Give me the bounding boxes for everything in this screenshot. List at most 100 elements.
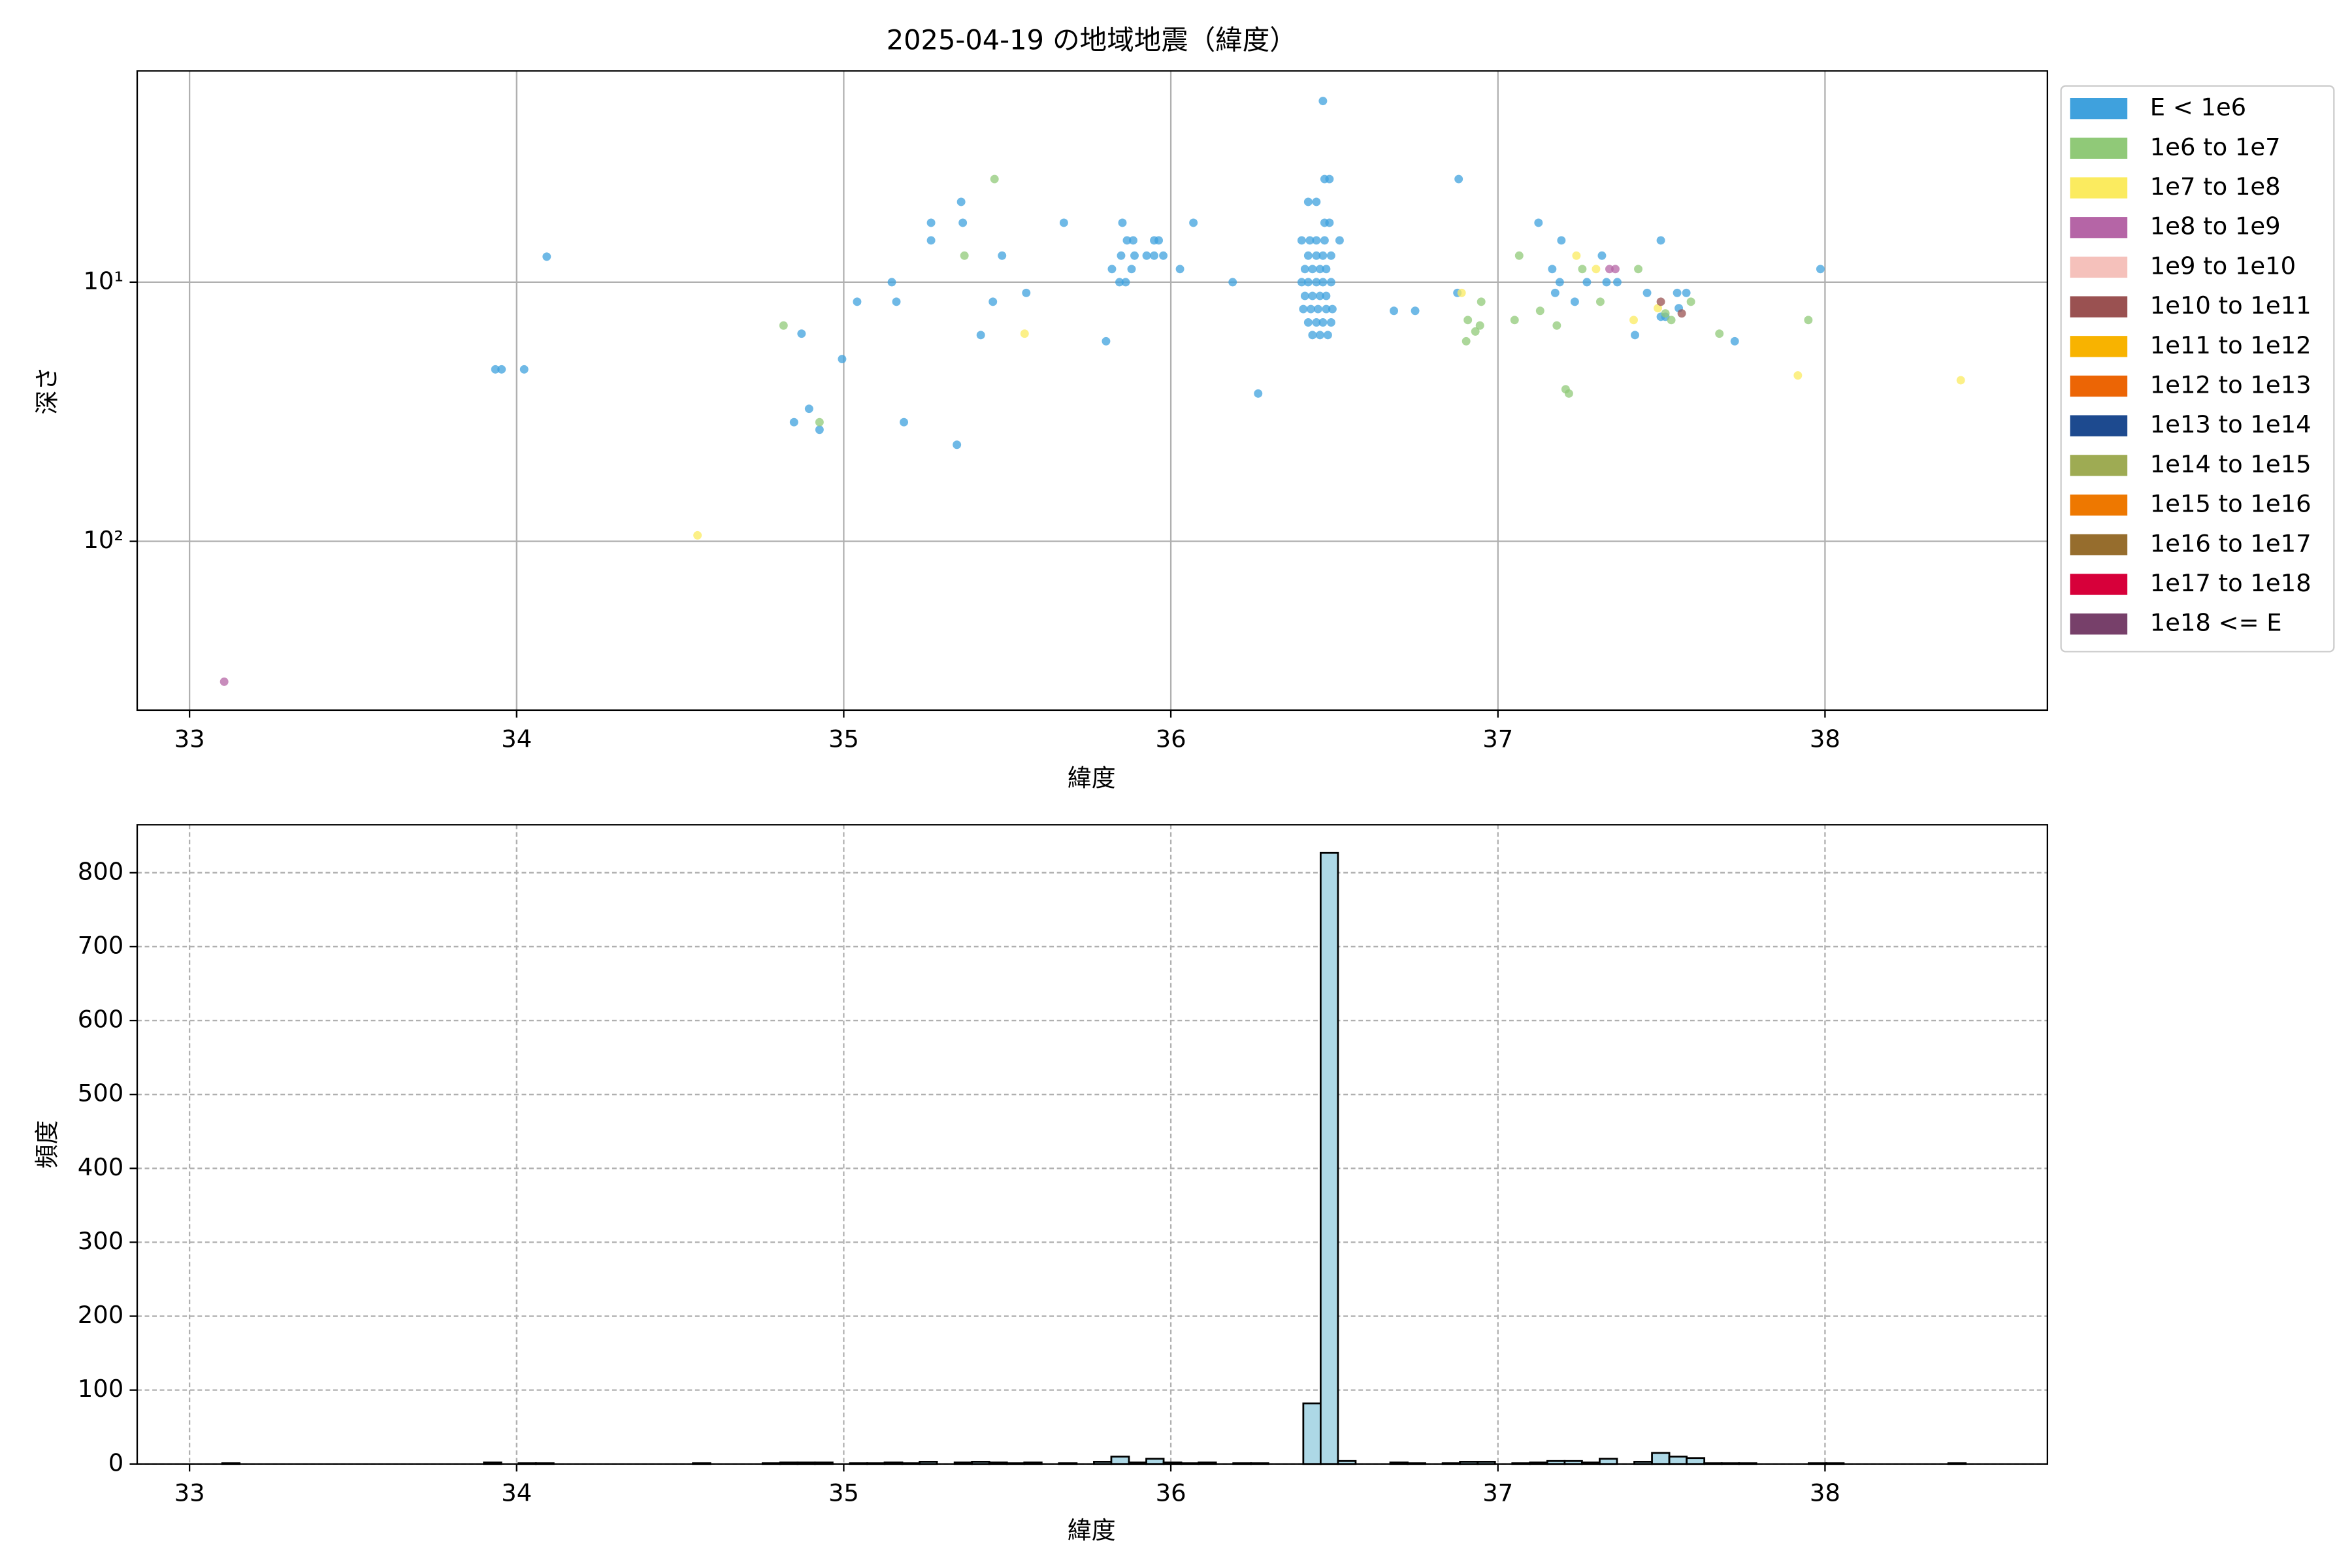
y-axis-label: 深さ — [33, 367, 61, 415]
scatter-point — [1322, 291, 1331, 301]
legend-swatch — [2070, 256, 2128, 278]
scatter-point — [542, 252, 551, 261]
x-tick-label: 35 — [828, 725, 859, 753]
legend-swatch — [2070, 415, 2128, 436]
scatter-point — [1578, 265, 1587, 274]
scatter-point — [1322, 265, 1331, 274]
scatter-point — [990, 174, 999, 184]
scatter-point — [1582, 278, 1592, 287]
legend-label: 1e12 to 1e13 — [2150, 371, 2311, 399]
scatter-point — [1118, 218, 1127, 227]
scatter-point — [1315, 291, 1324, 301]
legend-label: 1e10 to 1e11 — [2150, 291, 2311, 319]
histogram-bar — [1599, 1458, 1618, 1465]
legend-label: 1e8 to 1e9 — [2150, 212, 2281, 240]
scatter-point — [1320, 236, 1329, 245]
scatter-point — [1312, 251, 1321, 260]
scatter-point — [1804, 316, 1813, 325]
x-tick-label: 33 — [174, 725, 205, 753]
scatter-point — [1308, 265, 1317, 274]
scatter-point — [1308, 331, 1317, 340]
scatter-point — [1323, 331, 1332, 340]
scatter-point — [988, 297, 998, 306]
chart-title: 2025-04-19 の地域地震（緯度） — [887, 24, 1297, 56]
scatter-point — [1605, 265, 1614, 274]
scatter-point — [1121, 278, 1130, 287]
legend-label: 1e15 to 1e16 — [2150, 490, 2311, 518]
scatter-point — [1115, 278, 1124, 287]
scatter-point — [1175, 265, 1184, 274]
legend-label: 1e11 to 1e12 — [2150, 331, 2311, 359]
scatter-point — [1510, 316, 1519, 325]
y-tick-label: 10² — [83, 526, 123, 554]
scatter-point — [1535, 306, 1544, 316]
y-tick-label: 700 — [78, 931, 123, 959]
scatter-point — [1297, 278, 1306, 287]
scatter-point — [1130, 251, 1139, 260]
scatter-point — [976, 331, 985, 340]
y-tick-label: 10¹ — [83, 267, 123, 295]
y-tick-label: 500 — [78, 1079, 123, 1107]
scatter-point — [1570, 297, 1579, 306]
scatter-point — [1463, 316, 1473, 325]
legend-swatch — [2070, 574, 2128, 595]
scatter-point — [956, 197, 966, 206]
scatter-point — [1303, 318, 1313, 327]
scatter-point — [1308, 291, 1317, 301]
legend-swatch — [2070, 455, 2128, 476]
scatter-point — [892, 297, 901, 306]
scatter-point — [1673, 288, 1682, 297]
x-tick-label: 34 — [501, 725, 532, 753]
scatter-point — [1312, 236, 1321, 245]
scatter-point — [1572, 251, 1581, 260]
scatter-point — [815, 417, 824, 427]
scatter-point — [1629, 316, 1638, 325]
scatter-point — [1312, 197, 1321, 206]
scatter-point — [1297, 236, 1306, 245]
legend-swatch — [2070, 336, 2128, 357]
scatter-point — [1656, 236, 1665, 245]
scatter-point — [887, 278, 896, 287]
y-tick-label: 800 — [78, 857, 123, 885]
scatter-point — [1117, 251, 1126, 260]
scatter-point — [815, 425, 824, 434]
histogram-bar — [1302, 1402, 1322, 1465]
scatter-point — [1611, 265, 1620, 274]
scatter-point — [797, 329, 806, 338]
scatter-point — [1477, 297, 1486, 306]
scatter-point — [220, 677, 229, 686]
scatter-point — [900, 417, 909, 427]
x-tick-label: 37 — [1482, 1478, 1513, 1507]
scatter-point — [1022, 288, 1031, 297]
scatter-point — [1613, 278, 1622, 287]
scatter-point — [1122, 236, 1132, 245]
scatter-point — [1303, 197, 1313, 206]
scatter-point — [1312, 278, 1321, 287]
scatter-point — [804, 404, 813, 414]
scatter-point — [1318, 97, 1328, 106]
legend-swatch — [2070, 177, 2128, 199]
scatter-point — [1059, 218, 1068, 227]
scatter-point — [1730, 336, 1739, 346]
scatter-point — [1325, 218, 1334, 227]
x-tick-label: 38 — [1810, 1478, 1840, 1507]
scatter-point — [1150, 251, 1159, 260]
histogram-bar — [1110, 1456, 1130, 1465]
scatter-point — [1462, 336, 1471, 346]
scatter-point — [1816, 265, 1825, 274]
scatter-point — [1557, 236, 1566, 245]
scatter-point — [1475, 321, 1484, 330]
scatter-point — [1602, 278, 1611, 287]
scatter-point — [1550, 288, 1560, 297]
scatter-point — [1682, 288, 1691, 297]
scatter-point — [1305, 236, 1315, 245]
scatter-point — [1471, 327, 1480, 336]
x-axis-label: 緯度 — [1068, 764, 1116, 792]
histogram-bar — [1651, 1452, 1671, 1465]
scatter-point — [779, 321, 788, 330]
x-tick-label: 36 — [1156, 1478, 1186, 1507]
legend-label: 1e17 to 1e18 — [2150, 569, 2311, 597]
scatter-point — [1318, 278, 1328, 287]
scatter-point — [1661, 309, 1670, 318]
legend-label: 1e16 to 1e17 — [2150, 529, 2311, 557]
